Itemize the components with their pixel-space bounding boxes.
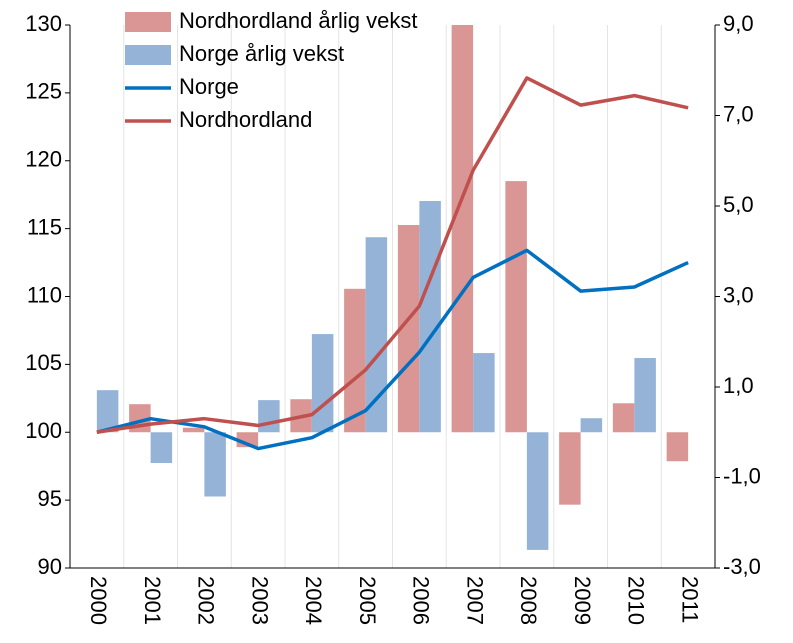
y2-tick-label: 9,0	[723, 11, 754, 36]
y2-tick-label: -3,0	[723, 554, 761, 579]
bar	[505, 181, 527, 433]
y-tick-label: 120	[25, 147, 62, 172]
bar	[473, 353, 495, 433]
x-tick-label: 2010	[624, 576, 649, 625]
y2-tick-label: 5,0	[723, 192, 754, 217]
legend-label: Nordhordland årlig vekst	[179, 8, 417, 33]
bar	[344, 288, 366, 433]
y-tick-label: 105	[25, 350, 62, 375]
y-tick-label: 125	[25, 79, 62, 104]
line	[96, 248, 689, 451]
y-tick-label: 110	[27, 282, 62, 307]
x-tick-label: 2005	[355, 576, 380, 625]
y-tick-label: 130	[25, 11, 62, 36]
y2-tick-label: 1,0	[723, 373, 754, 398]
legend-label: Norge årlig vekst	[179, 41, 344, 66]
bar	[580, 418, 603, 433]
bar	[204, 432, 226, 497]
x-tick-label: 2003	[247, 576, 272, 625]
y2-tick-label: 3,0	[723, 282, 754, 307]
bar	[559, 432, 581, 505]
bar	[526, 432, 549, 550]
x-tick-label: 2002	[194, 576, 219, 625]
bar	[182, 427, 205, 433]
bar	[451, 25, 474, 433]
x-tick-label: 2006	[409, 576, 434, 625]
y-tick-label: 90	[38, 554, 62, 579]
legend-label: Nordhordland	[179, 107, 312, 132]
bar	[634, 358, 656, 433]
bar	[258, 400, 280, 433]
bar	[612, 403, 635, 433]
bar	[419, 201, 441, 433]
bar	[311, 334, 334, 433]
y-tick-label: 100	[25, 418, 62, 443]
x-tick-label: 2011	[677, 576, 702, 623]
x-tick-label: 2001	[140, 576, 165, 625]
y-tick-label: 115	[27, 214, 62, 239]
x-tick-label: 2008	[516, 576, 541, 625]
y2-tick-label: 7,0	[723, 101, 754, 126]
y2-tick-label: -1,0	[723, 463, 761, 488]
x-tick-label: 2000	[86, 576, 111, 625]
x-tick-label: 2009	[570, 576, 595, 625]
legend-swatch	[125, 45, 171, 65]
bar	[666, 432, 689, 462]
bar	[150, 432, 173, 464]
legend-swatch	[125, 12, 171, 32]
line	[96, 76, 689, 434]
bar	[96, 390, 119, 433]
x-tick-label: 2007	[462, 576, 487, 625]
bar	[365, 237, 388, 433]
bar	[397, 225, 420, 433]
y-tick-label: 95	[38, 486, 62, 511]
legend-label: Norge	[179, 74, 239, 99]
x-tick-label: 2004	[301, 576, 326, 625]
